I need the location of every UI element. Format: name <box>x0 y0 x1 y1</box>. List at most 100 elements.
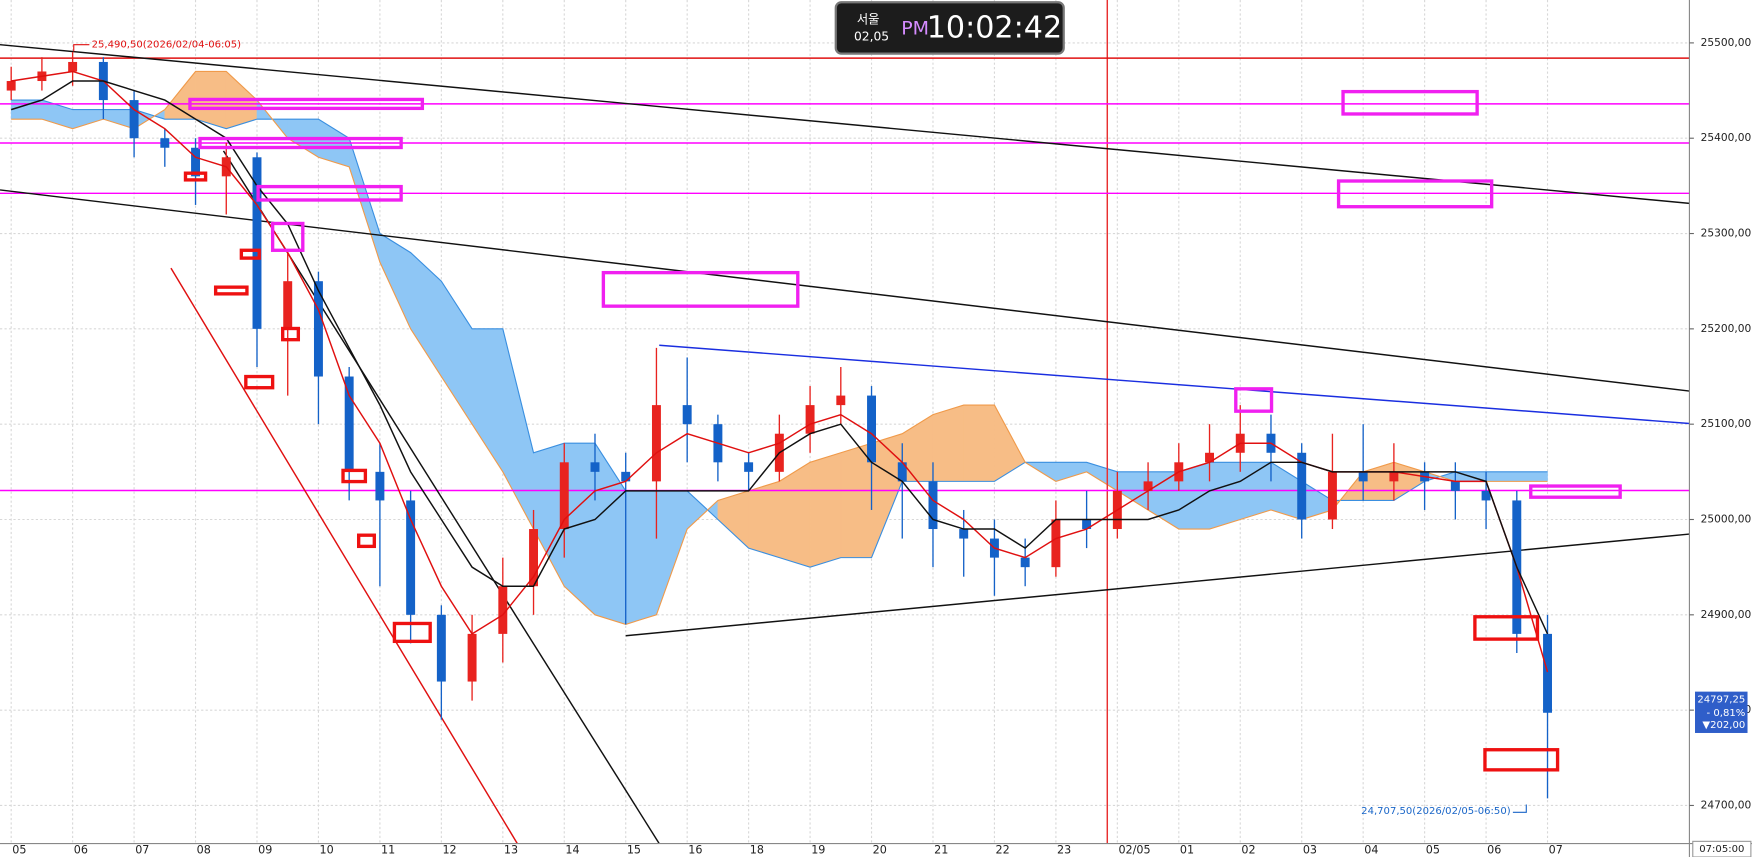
x-tick-label: 21 <box>934 843 948 856</box>
candle-body <box>559 462 569 530</box>
high-marker <box>73 44 90 52</box>
x-tick-label: 15 <box>627 843 641 856</box>
candle-body <box>1327 471 1337 520</box>
candle-body <box>590 462 600 472</box>
candle-body <box>959 529 969 539</box>
cloud-segment <box>840 442 872 558</box>
x-tick-label: 14 <box>565 843 579 856</box>
cloud-segment <box>1516 471 1548 482</box>
x-tick-label: 08 <box>197 843 211 856</box>
y-tick-label: 25300,00 <box>1701 227 1752 240</box>
candle-body <box>1051 519 1061 568</box>
candle-body <box>283 281 293 329</box>
candle-body <box>928 481 938 530</box>
candle-body <box>498 586 508 634</box>
candle-body <box>867 395 876 463</box>
candle-body <box>191 147 201 177</box>
x-tick-label: 16 <box>688 843 702 856</box>
candle-body <box>1481 490 1491 501</box>
boxes <box>183 89 1622 772</box>
cursor-time-box <box>1692 840 1752 857</box>
candle-body <box>375 471 385 501</box>
candle-body <box>805 405 815 434</box>
change-pct-label: - 0,81% <box>1707 708 1746 719</box>
candle-body <box>1205 452 1214 463</box>
clock-date: 02,05 <box>854 29 889 43</box>
zone-box <box>213 285 249 296</box>
trend-line <box>625 533 1690 637</box>
high-label: 25,490,50(2026/02/04-06:05) <box>92 40 242 51</box>
x-tick-label: 18 <box>750 843 764 856</box>
cloud-segment <box>625 490 657 625</box>
x-tick-label: 20 <box>873 843 887 856</box>
drawings <box>0 0 1690 844</box>
y-tick-label: 25400,00 <box>1701 131 1752 144</box>
candle-body <box>344 376 354 472</box>
clock-box <box>834 1 1065 55</box>
candle-body <box>744 462 754 472</box>
cloud-segment <box>563 442 596 616</box>
zone-box <box>1336 179 1494 209</box>
trend-line <box>222 150 660 844</box>
x-tick-label: 11 <box>381 843 395 856</box>
trend-line <box>0 43 1690 205</box>
cloud-segment <box>1485 471 1518 482</box>
x-tick-label: 22 <box>996 843 1010 856</box>
candle-body <box>1020 557 1030 568</box>
candle-body <box>160 138 170 148</box>
x-tick-label: 05 <box>1426 843 1440 856</box>
zone-box <box>1483 748 1560 772</box>
clock-ampm: PM <box>901 18 929 40</box>
x-tick-label: 03 <box>1303 843 1317 856</box>
x-tick-label: 10 <box>320 843 334 856</box>
x-tick-label: 19 <box>811 843 825 856</box>
zone-box <box>239 248 261 260</box>
zone-box <box>1529 484 1622 499</box>
low-marker <box>1512 804 1527 813</box>
cursor-time: 07:05:00 <box>1699 844 1744 855</box>
candle-body <box>252 157 262 329</box>
candle-body <box>1450 481 1460 491</box>
x-tick-label: 02 <box>1241 843 1255 856</box>
zone-box <box>198 136 403 150</box>
cloud-segment <box>1209 462 1241 530</box>
clock-time: 10:02:42 <box>927 11 1062 46</box>
x-tick-label: 23 <box>1057 843 1071 856</box>
cloud-segment <box>10 99 43 120</box>
zone-box <box>341 468 368 484</box>
x-tick-label: 13 <box>504 843 518 856</box>
y-tick-label: 25200,00 <box>1701 322 1752 335</box>
cloud-segment <box>932 404 964 482</box>
zone-box <box>392 621 432 644</box>
candle-body <box>436 614 446 682</box>
x-tick-label: 06 <box>74 843 88 856</box>
x-tick-label: 07 <box>135 843 149 856</box>
cloud-segment <box>809 452 842 568</box>
y-tick-label: 25100,00 <box>1701 417 1752 430</box>
candle-body <box>6 81 16 91</box>
candle-body <box>682 405 692 425</box>
candle-body <box>836 395 846 406</box>
clock-city: 서울 <box>857 13 880 27</box>
zone-box <box>1234 387 1274 413</box>
x-tick-label: 01 <box>1180 843 1194 856</box>
zone-box <box>356 533 376 549</box>
candle-body <box>1358 471 1368 482</box>
zone-box <box>256 184 403 202</box>
zone-box <box>183 171 208 182</box>
candle-body <box>313 281 323 377</box>
candle-body <box>1543 633 1552 713</box>
trend-line <box>170 267 518 844</box>
x-tick-label: 04 <box>1364 843 1378 856</box>
candle-body <box>1082 519 1092 530</box>
candle-body <box>406 500 416 615</box>
zone-box <box>244 374 275 390</box>
zone-box <box>1473 615 1540 641</box>
low-label: 24,707,50(2026/02/05-06:50) <box>1361 806 1511 817</box>
change-label: ▼202,00 <box>1702 720 1745 731</box>
x-tick-label: 06 <box>1487 843 1501 856</box>
cloud-edge <box>11 99 1548 568</box>
cloud-segment <box>1178 461 1210 530</box>
